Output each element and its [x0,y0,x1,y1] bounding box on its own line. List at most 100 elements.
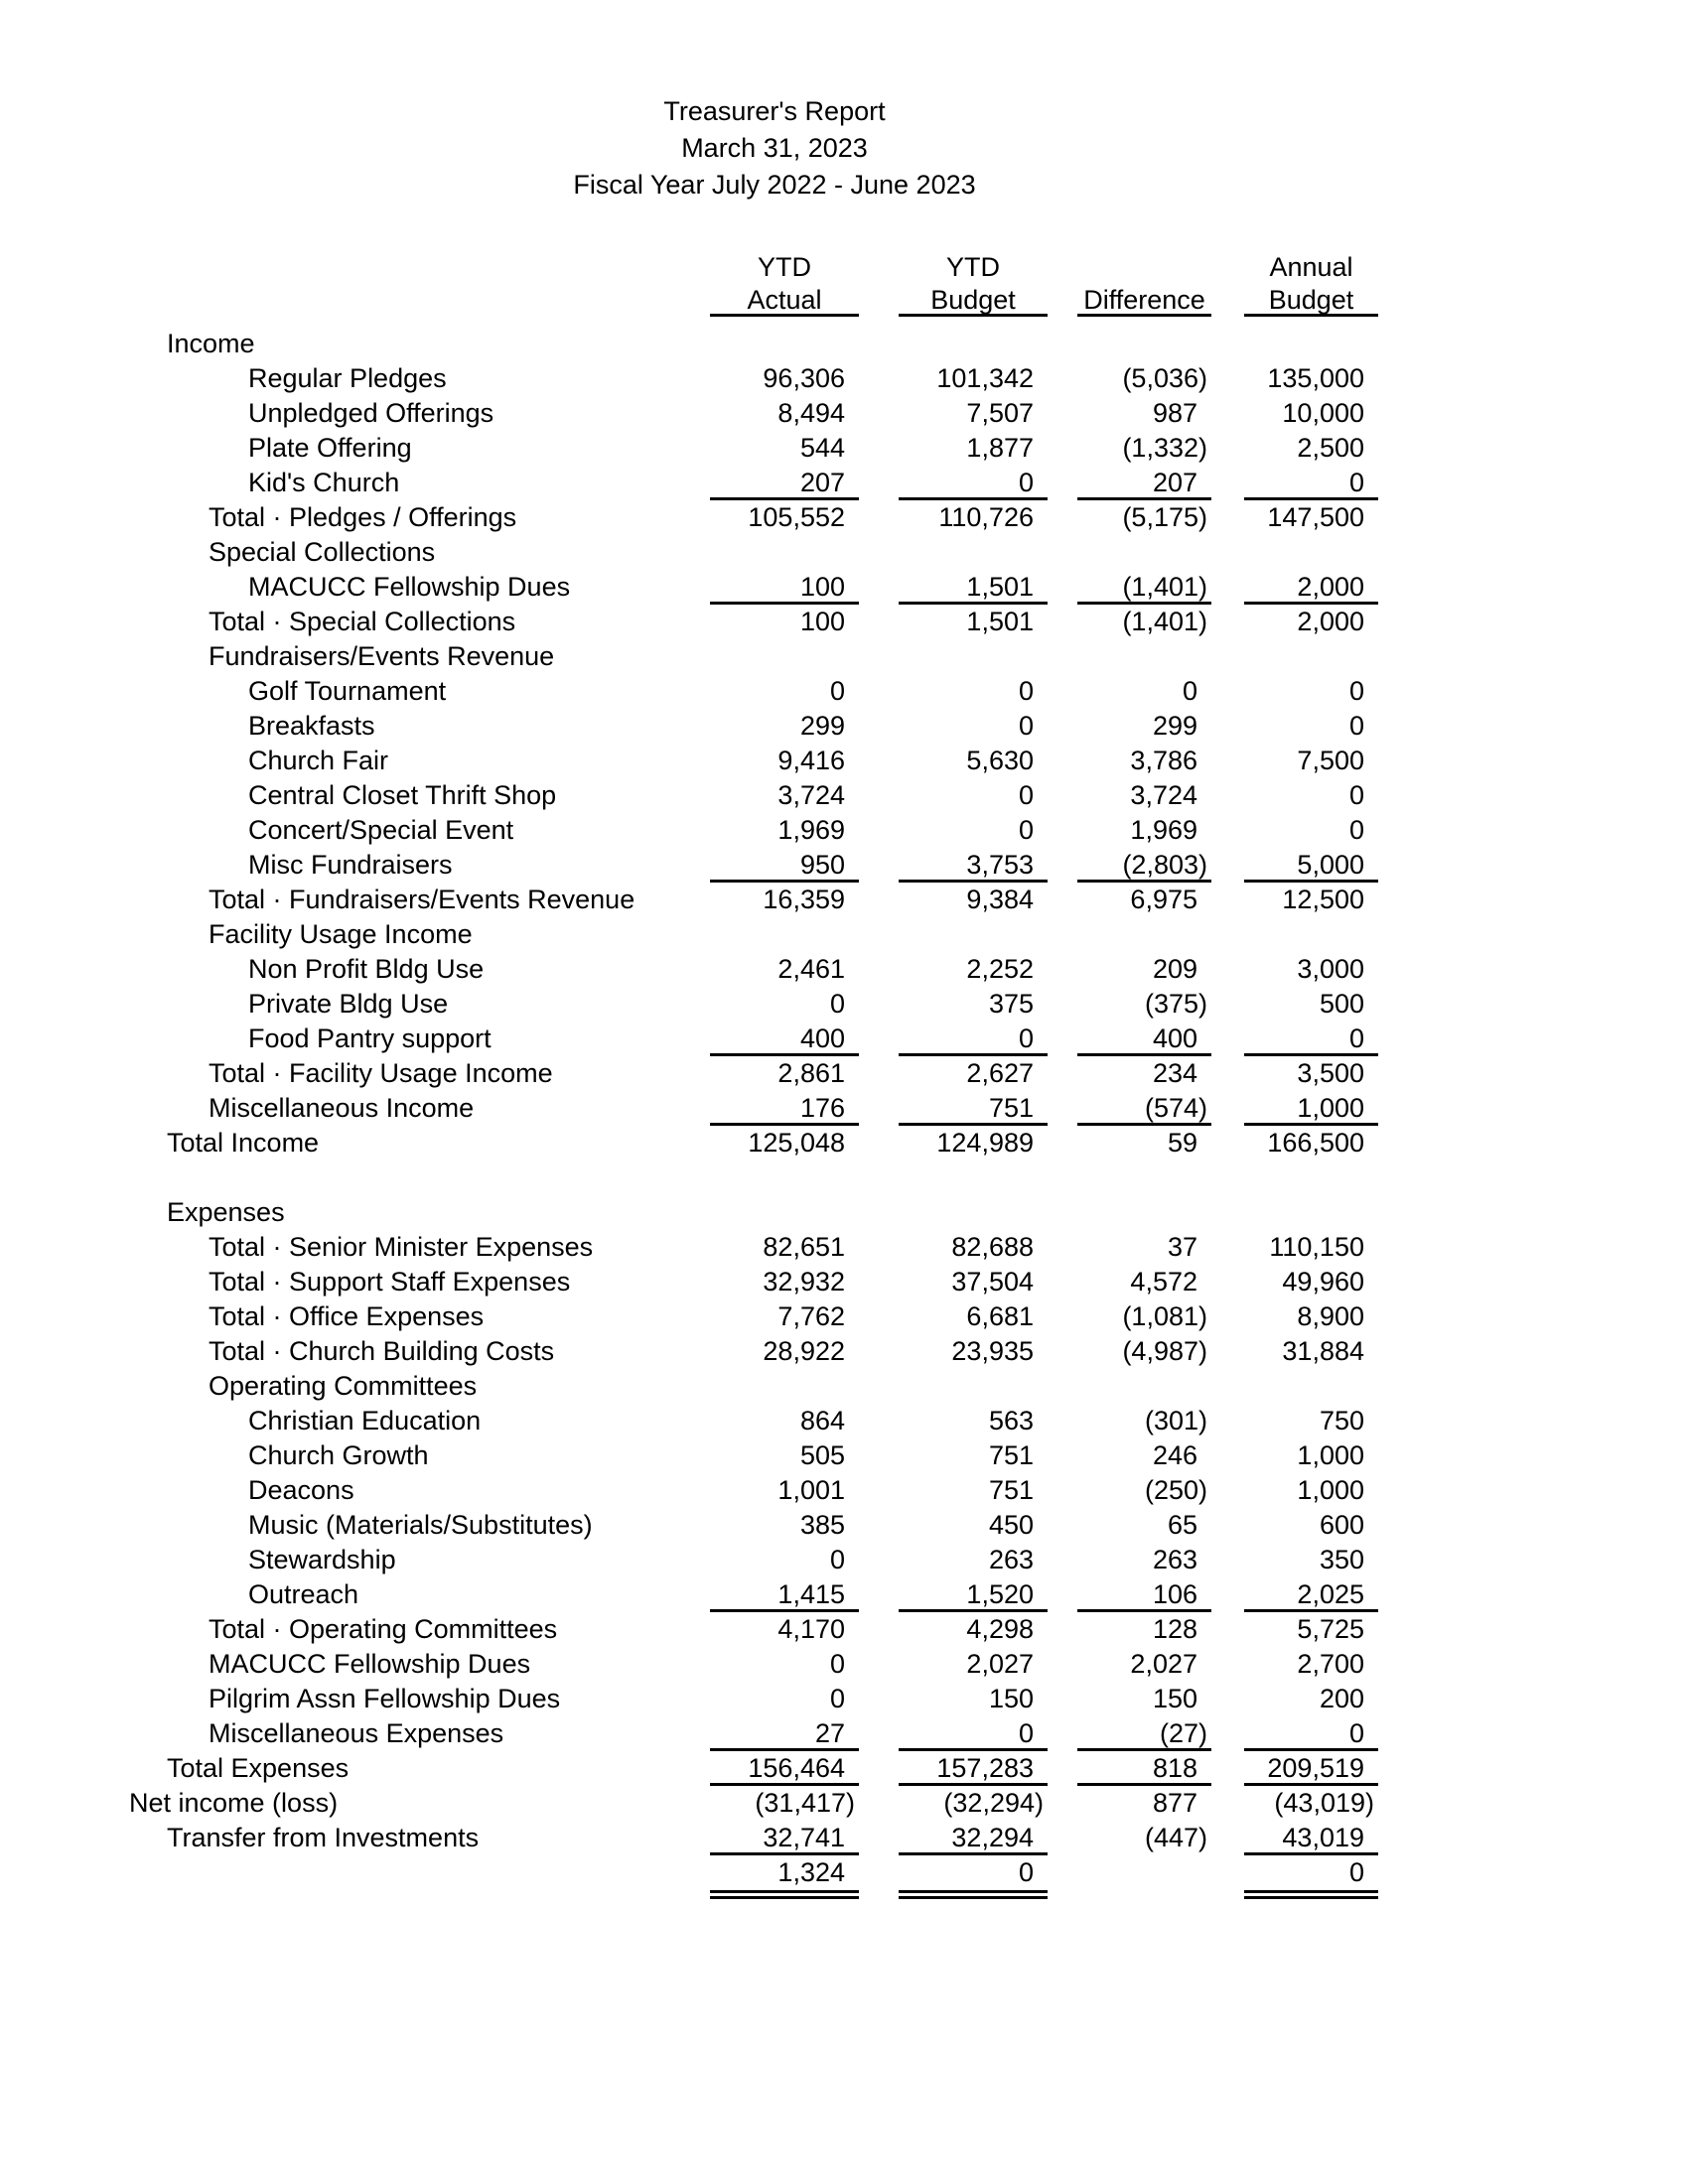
difference-value: 299 [1152,711,1197,741]
annual-budget-value: 1,000 [1297,1475,1364,1505]
ytd-actual-value: 3,724 [777,780,845,810]
ytd-budget-value: 0 [1018,711,1034,741]
annual-budget-value: 2,025 [1244,1577,1378,1612]
ytd-actual-value: 207 [710,466,859,500]
report-row: Total · Senior Minister Expenses 82,651 82… [0,1230,1688,1265]
ytd-budget-value: 450 [988,1510,1034,1540]
difference-value: 128 [1152,1614,1197,1644]
ytd-actual-value: 1,969 [777,815,845,845]
ytd-budget-value: 150 [988,1684,1034,1713]
row-label: Total · Facility Usage Income [209,1058,553,1088]
ytd-budget-value: 2,627 [966,1058,1034,1088]
ytd-budget-header-line2: Budget [930,285,1016,315]
row-label: Regular Pledges [248,363,447,393]
annual-budget-value: 12,500 [1282,885,1364,914]
row-label: Food Pantry support [248,1024,492,1053]
row-label: Christian Education [248,1406,482,1435]
report-row: Income [0,327,1688,361]
ytd-actual-value: 2,461 [777,954,845,984]
label-column-header [0,251,710,317]
difference-value: 877 [1152,1788,1197,1818]
row-label: Misc Fundraisers [248,850,453,880]
ytd-actual-value: 28,922 [763,1336,845,1366]
difference-value: (4,987) [1122,1336,1207,1366]
ytd-budget-value [899,917,1048,952]
ytd-budget-value: 3,753 [899,848,1048,883]
ytd-budget-value [899,639,1048,674]
difference-value [1077,1855,1211,1890]
ytd-budget-value: 263 [988,1545,1034,1574]
ytd-budget-value: 751 [988,1440,1034,1470]
difference-value: 0 [1182,676,1197,706]
report-row: Church Growth 505 751 246 1,000 [0,1438,1688,1473]
ytd-budget-value [899,1195,1048,1230]
row-label: Total · Operating Committees [209,1614,558,1644]
ytd-actual-value [710,639,859,674]
ytd-budget-value: 0 [899,1022,1048,1056]
report-row: Concert/Special Event 1,969 0 1,969 0 [0,813,1688,848]
row-label: Stewardship [248,1545,396,1574]
annual-budget-value: 1,000 [1297,1440,1364,1470]
ytd-actual-value [710,1369,859,1404]
row-label: Church Growth [248,1440,429,1470]
ytd-actual-value: 9,416 [777,746,845,775]
ytd-actual-value: 1,324 [710,1855,859,1899]
difference-value: 65 [1167,1510,1197,1540]
difference-value: (5,036) [1122,363,1207,393]
report-row: Breakfasts 299 0 299 0 [0,709,1688,744]
annual-budget-value [1244,639,1378,674]
report-row: Food Pantry support 400 0 400 0 [0,1022,1688,1056]
row-label: Operating Committees [209,1371,478,1401]
row-label: MACUCC Fellowship Dues [209,1649,531,1679]
row-label: Total · Special Collections [209,607,516,636]
ytd-actual-value: 96,306 [763,363,845,393]
ytd-actual-value: 0 [829,1545,845,1574]
ytd-actual-value: (31,417) [755,1788,855,1818]
difference-column-header: Difference [1077,251,1211,317]
ytd-actual-value: 950 [710,848,859,883]
annual-budget-value [1244,1195,1378,1230]
report-row: Central Closet Thrift Shop 3,724 0 3,724 0 [0,778,1688,813]
report-row: Church Fair 9,416 5,630 3,786 7,500 [0,744,1688,778]
report-row: Total · Operating Committees 4,170 4,298 12… [0,1612,1688,1647]
annual-budget-value: 166,500 [1267,1128,1364,1158]
report-row: Facility Usage Income [0,917,1688,952]
ytd-budget-value: 0 [1018,815,1034,845]
annual-budget-value: 0 [1348,780,1364,810]
column-header-row: YTD Actual YTD Budget Difference Annual … [0,251,1688,317]
ytd-budget-value: 23,935 [951,1336,1034,1366]
report-row: Total · Support Staff Expenses 32,932 37,5… [0,1265,1688,1299]
row-label: Special Collections [209,537,436,567]
row-label: Total · Senior Minister Expenses [209,1232,594,1262]
difference-header-line1 [1077,251,1211,284]
annual-budget-value: 43,019 [1244,1821,1378,1855]
ytd-budget-value: (32,294) [943,1788,1044,1818]
annual-budget-value: 3,000 [1297,954,1364,984]
row-label: Breakfasts [248,711,375,741]
ytd-actual-value: 299 [799,711,845,741]
row-label: Total · Church Building Costs [209,1336,555,1366]
annual-budget-value: 49,960 [1282,1267,1364,1297]
ytd-budget-value: 375 [988,989,1034,1019]
report-row: Regular Pledges 96,306 101,342 (5,036) 135,0… [0,361,1688,396]
row-label: Kid's Church [248,468,400,497]
difference-value: 3,724 [1130,780,1197,810]
ytd-budget-value: 5,630 [966,746,1034,775]
report-row: Total · Facility Usage Income 2,861 2,627 2… [0,1056,1688,1091]
report-row: Private Bldg Use 0 375 (375) 500 [0,987,1688,1022]
difference-value [1077,917,1211,952]
report-row: Unpledged Offerings 8,494 7,507 987 10,000 [0,396,1688,431]
row-label: Transfer from Investments [167,1823,480,1852]
difference-value: (250) [1144,1475,1207,1505]
annual-budget-value: 350 [1319,1545,1364,1574]
difference-value: (1,401) [1077,570,1211,605]
ytd-actual-value [710,1195,859,1230]
ytd-budget-value: 157,283 [899,1751,1048,1786]
row-label: MACUCC Fellowship Dues [248,572,571,602]
row-label: Total · Pledges / Offerings [209,502,517,532]
ytd-budget-value: 2,252 [966,954,1034,984]
row-label: Non Profit Bldg Use [248,954,485,984]
report-row: Outreach 1,415 1,520 106 2,025 [0,1577,1688,1612]
ytd-budget-value: 101,342 [936,363,1034,393]
